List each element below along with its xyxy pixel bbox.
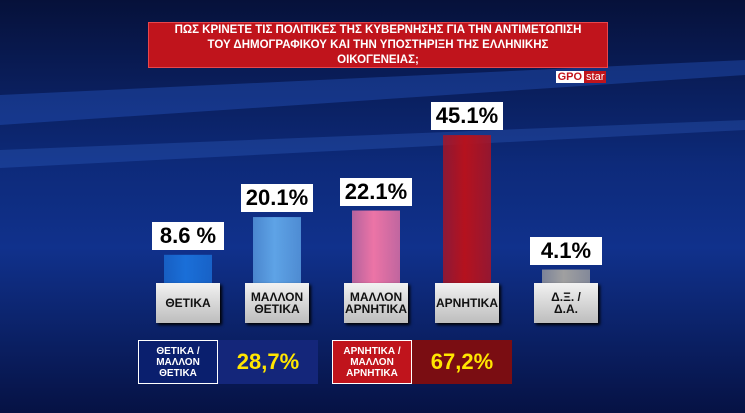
summary-label: ΑΡΝΗΤΙΚΑ / ΜΑΛΛΟΝ ΑΡΝΗΤΙΚΑ bbox=[332, 340, 412, 384]
bar bbox=[542, 269, 590, 283]
bg-stripe bbox=[0, 120, 745, 168]
summary-value: 28,7% bbox=[218, 340, 318, 384]
category-label: ΘΕΤΙΚΑ bbox=[156, 283, 220, 323]
chart-title: ΠΩΣ ΚΡΙΝΕΤΕ ΤΙΣ ΠΟΛΙΤΙΚΕΣ ΤΗΣ ΚΥΒΕΡΝΗΣΗΣ… bbox=[148, 22, 608, 68]
value-label: 45.1% bbox=[431, 102, 503, 131]
logo: GPO star bbox=[555, 69, 607, 85]
bg-stripe bbox=[0, 60, 745, 125]
bar bbox=[352, 210, 400, 283]
category-label: ΑΡΝΗΤΙΚΑ bbox=[435, 283, 499, 323]
summary-label: ΘΕΤΙΚΑ / ΜΑΛΛΟΝ ΘΕΤΙΚΑ bbox=[138, 340, 218, 384]
category-label: Δ.Ξ. / Δ.Α. bbox=[534, 283, 598, 323]
bar bbox=[253, 217, 301, 283]
bar bbox=[164, 254, 212, 283]
bar bbox=[443, 135, 491, 283]
value-label: 22.1% bbox=[340, 177, 412, 206]
value-label: 20.1% bbox=[241, 184, 313, 213]
category-label: ΜΑΛΛΟΝ ΘΕΤΙΚΑ bbox=[245, 283, 309, 323]
value-label: 4.1% bbox=[530, 236, 602, 265]
logo-channel: star bbox=[584, 71, 607, 83]
category-label: ΜΑΛΛΟΝ ΑΡΝΗΤΙΚΑ bbox=[344, 283, 408, 323]
summary-value: 67,2% bbox=[412, 340, 512, 384]
logo-brand: GPO bbox=[555, 71, 585, 83]
value-label: 8.6 % bbox=[152, 221, 224, 250]
